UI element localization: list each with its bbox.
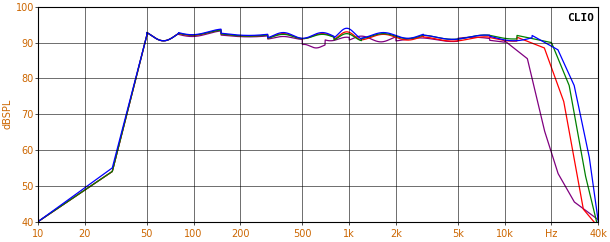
Y-axis label: dBSPL: dBSPL <box>3 99 13 129</box>
Text: CLIO: CLIO <box>567 13 594 23</box>
